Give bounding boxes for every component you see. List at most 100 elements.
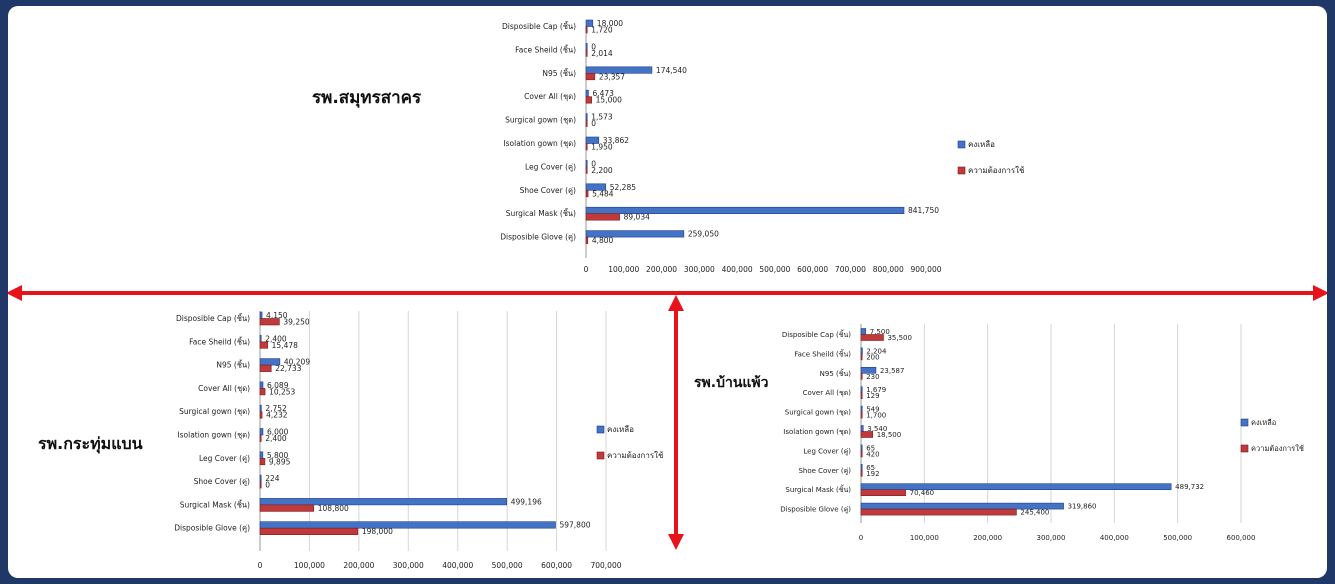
data-label-need: 0: [265, 481, 270, 490]
data-label-remaining: 597,800: [559, 521, 590, 530]
bar-need: [259, 318, 280, 326]
bar-remaining: [860, 386, 863, 394]
category-label: Disposible Cap (ชิ้น): [502, 21, 576, 31]
x-tick-label: 600,000: [541, 561, 572, 570]
chart-title-samutsakhon: รพ.สมุทรสาคร: [312, 88, 422, 108]
data-label-need: 5,484: [592, 189, 614, 198]
data-label-need: 0: [591, 119, 596, 128]
legend-swatch: [957, 166, 966, 175]
bar-need: [259, 527, 359, 536]
x-tick-label: 100,000: [608, 265, 639, 274]
category-label: Cover All (ชุด): [803, 389, 852, 397]
legend-swatch: [596, 425, 605, 434]
category-label: Shoe Cover (คู่): [194, 477, 250, 486]
bar-remaining: [259, 381, 264, 389]
data-label-need: 200: [866, 353, 879, 361]
data-label-remaining: 174,540: [656, 66, 687, 75]
category-label: Leg Cover (คู่): [803, 447, 851, 455]
data-label-need: 15,000: [596, 96, 622, 105]
data-label-remaining: 52,285: [610, 183, 636, 192]
category-label: Face Sheild (ชิ้น): [515, 44, 576, 54]
data-label-need: 23,357: [599, 72, 625, 81]
category-label: N95 (ชิ้น): [542, 68, 576, 78]
bar-need: [860, 431, 874, 438]
data-label-remaining: 224: [265, 474, 280, 483]
x-tick-label: 300,000: [393, 561, 424, 570]
bar-need: [860, 450, 863, 458]
data-label-remaining: 7,500: [870, 328, 890, 336]
x-tick-label: 100,000: [294, 561, 325, 570]
category-label: Face Sheild (ชิ้น): [794, 347, 851, 358]
data-label-remaining: 65: [866, 444, 875, 452]
bar-remaining: [585, 19, 594, 27]
charts-svg: 0 100,000 200,000 300,000 400,000 500,000 600,…: [8, 19, 1327, 570]
chart-title-krathumbaen: รพ.กระทุ่มแบน: [38, 434, 143, 453]
category-label: Isolation gown (ชุด): [503, 139, 576, 148]
data-label-remaining: 0: [591, 42, 596, 51]
bar-need: [585, 119, 588, 127]
bar-remaining: [259, 334, 262, 343]
bar-remaining: [860, 347, 863, 355]
x-tick-label: 800,000: [873, 265, 904, 274]
x-tick-label: 500,000: [492, 561, 523, 570]
x-tick-label: 700,000: [835, 265, 866, 274]
x-tick-label: 600,000: [1227, 534, 1256, 542]
bar-need: [259, 341, 268, 349]
data-label-need: 108,800: [318, 504, 349, 513]
data-label-remaining: 841,750: [908, 206, 939, 215]
bar-need: [259, 481, 262, 489]
category-label: Surgical Mask (ชิ้น): [785, 483, 851, 494]
bar-remaining: [860, 405, 863, 413]
legend-label: คงเหลือ: [968, 140, 995, 149]
x-tick-label: 700,000: [590, 561, 621, 570]
data-label-remaining: 2,400: [265, 334, 287, 343]
bar-need: [860, 411, 863, 419]
bar-remaining: [259, 451, 264, 459]
data-label-need: 15,478: [272, 341, 298, 350]
data-label-remaining: 65: [866, 464, 875, 472]
data-label-remaining: 4,150: [266, 311, 288, 320]
data-label-need: 9,895: [269, 457, 291, 466]
bar-remaining: [860, 328, 867, 335]
x-tick-label: 0: [258, 561, 263, 570]
data-label-need: 2,200: [591, 166, 613, 175]
bar-need: [860, 392, 863, 400]
bar-need: [860, 508, 1017, 516]
category-label: Shoe Cover (คู่): [520, 186, 576, 195]
bar-remaining: [860, 366, 877, 374]
data-label-remaining: 40,209: [284, 358, 310, 367]
bar-remaining: [860, 483, 1172, 491]
x-tick-label: 200,000: [343, 561, 374, 570]
data-label-remaining: 549: [866, 406, 879, 414]
data-label-need: 1,950: [591, 143, 613, 152]
data-label-remaining: 489,732: [1175, 483, 1204, 491]
category-label: Cover All (ชุด): [198, 384, 250, 393]
bar-need: [259, 457, 266, 466]
data-label-remaining: 319,860: [1068, 503, 1097, 511]
slide-canvas: 0 100,000 200,000 300,000 400,000 500,000 600,…: [8, 6, 1327, 578]
bar-need: [259, 364, 272, 372]
category-label: N95 (ชิ้น): [216, 360, 250, 370]
bar-remaining: [860, 463, 863, 471]
data-label-need: 1,720: [591, 26, 613, 35]
bar-need: [585, 96, 592, 104]
legend-label: ความต้องการใช้: [968, 166, 1025, 175]
bar-need: [860, 372, 863, 380]
x-tick-label: 900,000: [910, 265, 941, 274]
category-label: N95 (ชิ้น): [820, 367, 852, 378]
bar-remaining: [259, 428, 264, 436]
data-label-remaining: 1,679: [866, 386, 886, 394]
x-tick-label: 200,000: [973, 534, 1002, 542]
category-label: Isolation gown (ชุด): [783, 428, 851, 436]
data-label-remaining: 2,752: [265, 404, 287, 413]
x-tick-label: 600,000: [797, 265, 828, 274]
category-label: Disposible Glove (คู่): [500, 233, 576, 242]
category-label: Face Sheild (ชิ้น): [189, 336, 250, 346]
x-tick-label: 200,000: [646, 265, 677, 274]
bar-need: [585, 26, 588, 34]
data-label-need: 198,000: [362, 527, 393, 536]
bar-remaining: [860, 425, 864, 432]
x-tick-label: 400,000: [1100, 534, 1129, 542]
legend-label: คงเหลือ: [607, 425, 634, 434]
x-tick-label: 500,000: [1163, 534, 1192, 542]
